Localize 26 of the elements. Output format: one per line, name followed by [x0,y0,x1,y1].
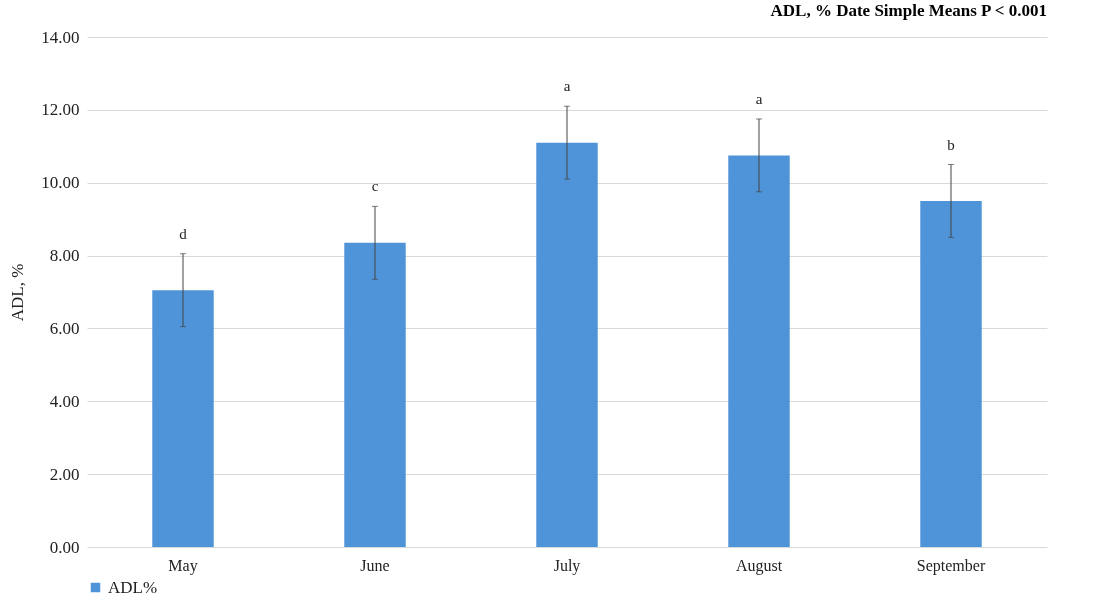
y-tick-label: 4.00 [49,391,80,411]
x-tick-label: July [553,556,581,575]
x-tick-label: May [168,556,198,575]
x-tick-label: June [360,556,390,574]
y-tick-label: 10.00 [41,173,80,193]
y-tick-label: 2.00 [49,464,80,484]
y-axis-title: ADL, % [8,263,28,322]
x-tick-label: September [916,556,986,575]
y-tick-label: 6.00 [49,318,80,338]
y-tick-label: 8.00 [49,246,80,266]
y-tick-label: 14.00 [41,27,80,47]
bar [536,142,598,547]
bar [728,155,790,547]
annotation: d [179,225,188,242]
annotation: b [947,136,955,153]
y-tick-label: 12.00 [41,100,80,120]
legend-label: ADL% [108,577,158,597]
bar [344,242,406,547]
x-tick-label: August [735,556,783,575]
annotation: a [755,90,763,107]
annotation: a [563,78,571,95]
annotation: c [371,178,379,195]
bar [920,200,982,547]
y-tick-label: 0.00 [49,537,80,557]
chart-title: ADL, % Date Simple Means P < 0.001 [770,1,1047,20]
bar [152,290,214,547]
